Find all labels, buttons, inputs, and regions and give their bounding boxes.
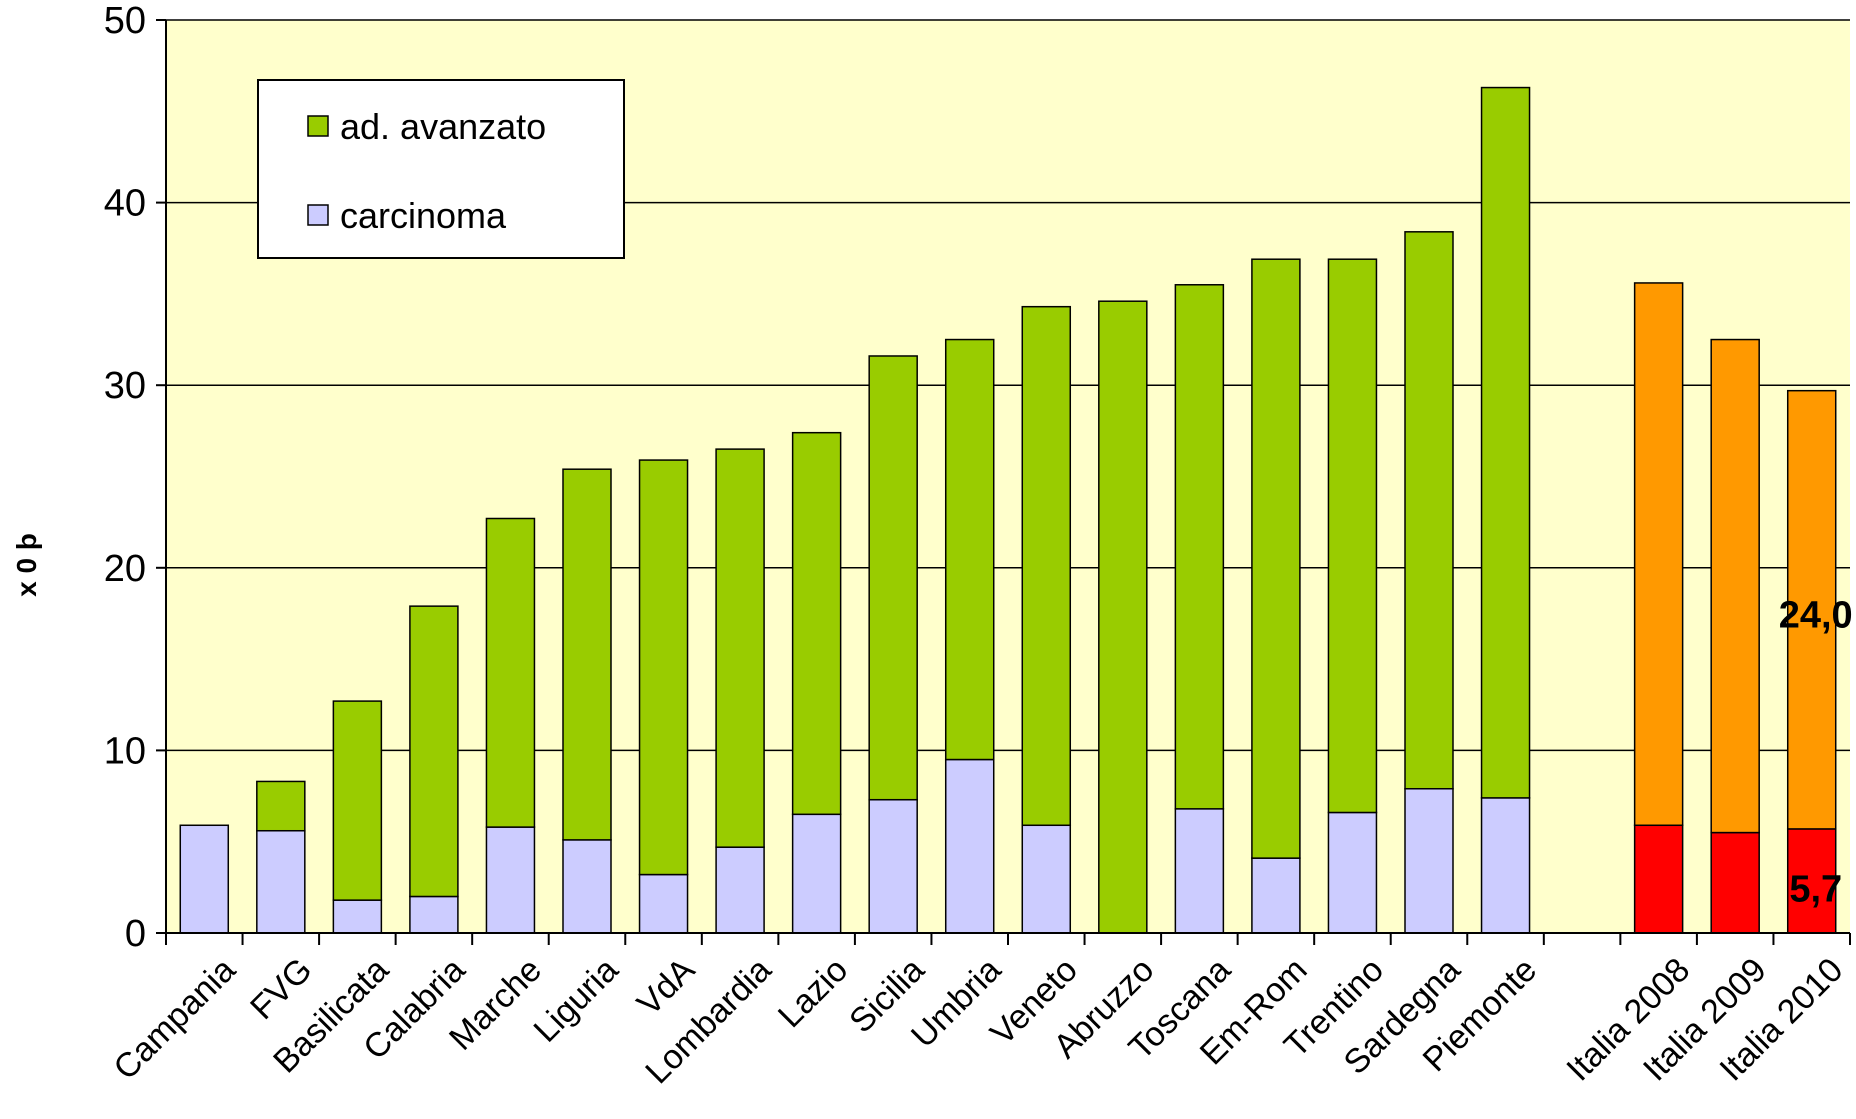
bar-adenoma xyxy=(791,431,842,816)
bar-adenoma xyxy=(1404,231,1454,790)
bar-italia_top xyxy=(1633,282,1684,827)
bar-carcinoma xyxy=(485,826,536,934)
bar-adenoma xyxy=(1480,86,1531,799)
bar-carcinoma xyxy=(791,813,842,934)
bar-italia_top xyxy=(1710,338,1760,834)
bar-adenoma xyxy=(638,459,689,876)
bar-italia_bottom xyxy=(1710,831,1760,934)
bar-adenoma xyxy=(1098,300,1148,934)
bar-carcinoma xyxy=(638,873,689,934)
legend-label: ad. avanzato xyxy=(340,106,546,147)
bar-adenoma xyxy=(562,468,612,841)
bar-italia_bottom xyxy=(1633,824,1684,934)
bar-italia_top xyxy=(1786,389,1837,830)
bar-carcinoma xyxy=(1404,787,1454,934)
bar-adenoma xyxy=(409,605,459,898)
y-tick-label: 30 xyxy=(104,365,146,407)
y-axis-label: x 0 þ xyxy=(11,533,42,597)
bar-carcinoma xyxy=(1327,811,1378,934)
x-tick-label: Lazio xyxy=(771,951,855,1035)
bar-adenoma xyxy=(1174,284,1225,810)
legend-swatch-carcinoma xyxy=(307,204,329,226)
bar-adenoma xyxy=(868,355,918,801)
bar-adenoma xyxy=(1251,258,1301,859)
bar-carcinoma xyxy=(256,829,306,934)
y-tick-label: 50 xyxy=(104,0,146,42)
y-tick-label: 20 xyxy=(104,548,146,590)
annotations: 24,0 5,7 xyxy=(1779,594,1853,910)
bar-carcinoma xyxy=(1251,857,1301,934)
bar-carcinoma xyxy=(562,839,612,934)
y-tick-label: 0 xyxy=(125,913,146,955)
x-tick-label: Liguria xyxy=(527,951,626,1050)
data-label: 24,0 xyxy=(1779,594,1853,636)
legend-box xyxy=(257,79,625,259)
bar-carcinoma xyxy=(1174,808,1225,934)
bar-carcinoma xyxy=(868,798,918,934)
bar-adenoma xyxy=(715,448,765,848)
bar-carcinoma xyxy=(409,895,459,934)
bar-carcinoma xyxy=(1480,797,1531,934)
y-tick-label: 40 xyxy=(104,183,146,225)
bar-carcinoma xyxy=(1021,824,1072,934)
bar-carcinoma xyxy=(179,824,230,934)
x-tick-label: Campania xyxy=(106,951,243,1088)
bar-carcinoma xyxy=(715,846,765,934)
bar-carcinoma xyxy=(944,758,995,934)
bar-adenoma xyxy=(485,517,536,828)
bars xyxy=(179,86,1837,934)
legend-label: carcinoma xyxy=(340,195,507,236)
bar-carcinoma xyxy=(332,899,383,934)
bar-adenoma xyxy=(256,780,306,832)
bar-adenoma xyxy=(1327,258,1378,814)
data-label: 5,7 xyxy=(1789,868,1842,910)
bar-adenoma xyxy=(332,700,383,901)
legend-swatch-adenoma xyxy=(307,115,329,137)
legend: ad. avanzato carcinoma xyxy=(257,79,625,259)
bar-adenoma xyxy=(1021,305,1072,827)
bar-adenoma xyxy=(944,338,995,761)
y-tick-label: 10 xyxy=(104,730,146,772)
